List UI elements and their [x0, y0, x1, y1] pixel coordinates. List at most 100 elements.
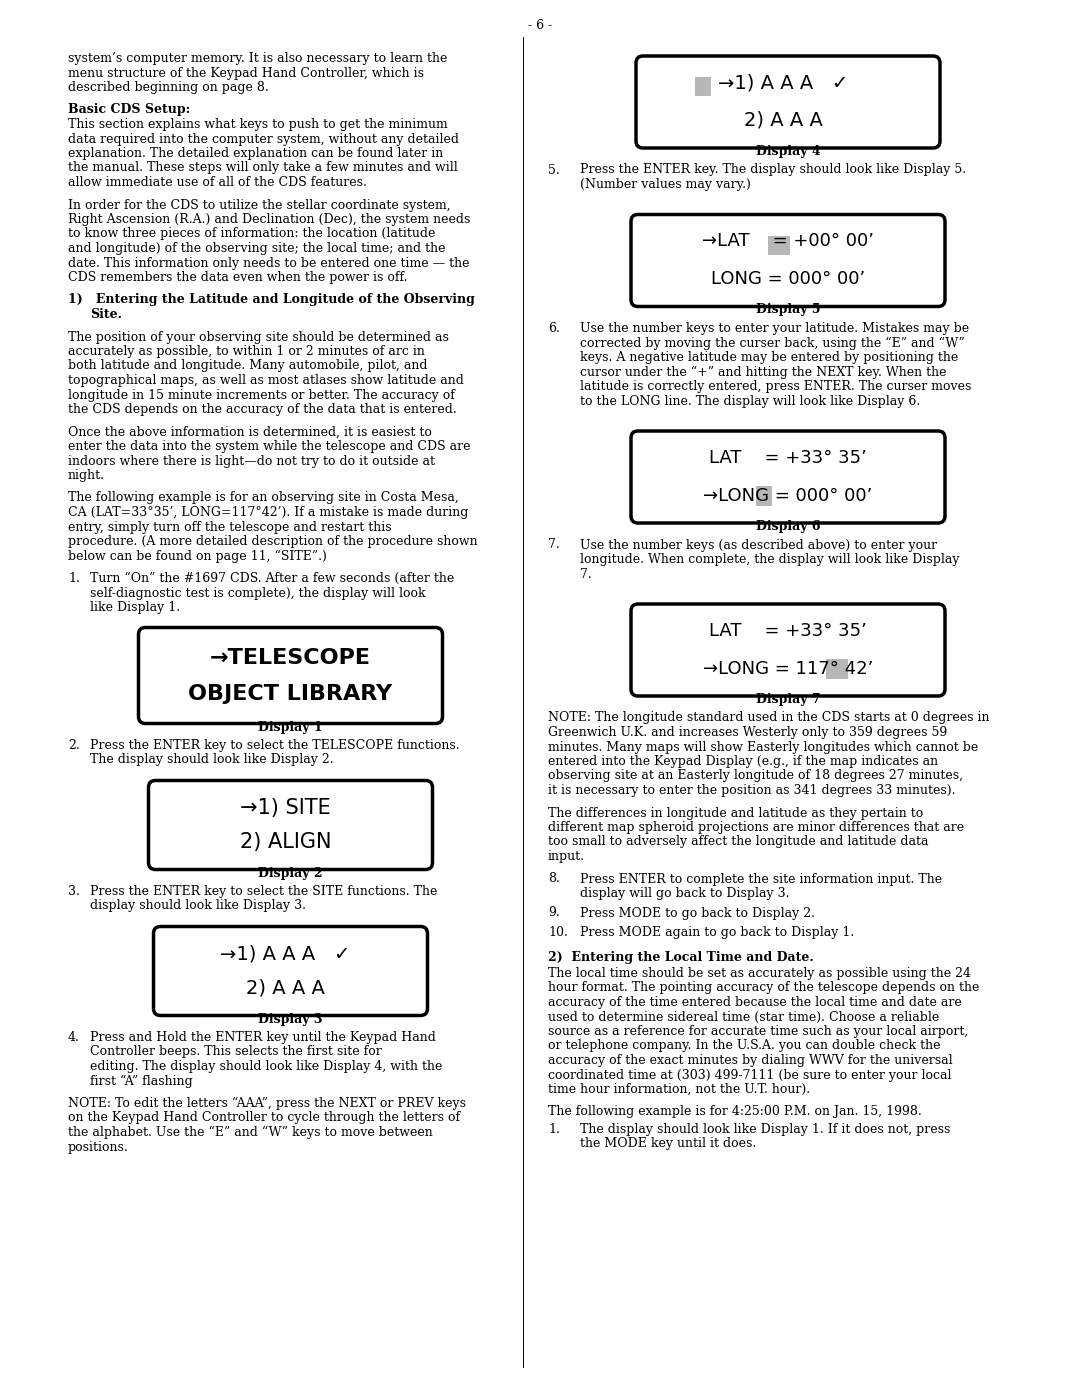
Text: Basic CDS Setup:: Basic CDS Setup:	[68, 103, 190, 116]
Text: Press the ENTER key. The display should look like Display 5.: Press the ENTER key. The display should …	[580, 163, 967, 176]
Text: it is necessary to enter the position as 341 degrees 33 minutes).: it is necessary to enter the position as…	[548, 784, 956, 798]
Text: positions.: positions.	[68, 1140, 129, 1154]
Text: explanation. The detailed explanation can be found later in: explanation. The detailed explanation ca…	[68, 147, 443, 161]
Text: the MODE key until it does.: the MODE key until it does.	[580, 1137, 756, 1151]
Text: or telephone company. In the U.S.A. you can double check the: or telephone company. In the U.S.A. you …	[548, 1039, 941, 1052]
Text: entry, simply turn off the telescope and restart this: entry, simply turn off the telescope and…	[68, 521, 392, 534]
Text: Press the ENTER key to select the TELESCOPE functions.: Press the ENTER key to select the TELESC…	[90, 739, 460, 752]
Text: Press MODE to go back to Display 2.: Press MODE to go back to Display 2.	[580, 907, 815, 919]
Text: 7.: 7.	[548, 538, 559, 552]
Text: Display 1: Display 1	[258, 721, 323, 733]
Text: Turn “On” the #1697 CDS. After a few seconds (after the: Turn “On” the #1697 CDS. After a few sec…	[90, 571, 455, 585]
Text: 5.: 5.	[548, 163, 559, 176]
Text: →1) SITE: →1) SITE	[240, 798, 330, 819]
Text: 2)  Entering the Local Time and Date.: 2) Entering the Local Time and Date.	[548, 950, 813, 964]
Text: the CDS depends on the accuracy of the data that is entered.: the CDS depends on the accuracy of the d…	[68, 402, 457, 416]
Text: hour format. The pointing accuracy of the telescope depends on the: hour format. The pointing accuracy of th…	[548, 982, 980, 995]
Text: 4.: 4.	[68, 1031, 80, 1044]
Text: In order for the CDS to utilize the stellar coordinate system,: In order for the CDS to utilize the stel…	[68, 198, 450, 211]
FancyBboxPatch shape	[138, 627, 443, 724]
Text: longitude in 15 minute increments or better. The accuracy of: longitude in 15 minute increments or bet…	[68, 388, 455, 401]
Text: below can be found on page 11, “SITE”.): below can be found on page 11, “SITE”.)	[68, 549, 327, 563]
Text: first “A” flashing: first “A” flashing	[90, 1074, 192, 1088]
Text: and longitude) of the observing site; the local time; and the: and longitude) of the observing site; th…	[68, 242, 446, 256]
Text: Press ENTER to complete the site information input. The: Press ENTER to complete the site informa…	[580, 873, 942, 886]
Text: like Display 1.: like Display 1.	[90, 601, 180, 615]
Text: 1.: 1.	[68, 571, 80, 585]
Text: NOTE: The longitude standard used in the CDS starts at 0 degrees in: NOTE: The longitude standard used in the…	[548, 711, 989, 725]
Text: Press and Hold the ENTER key until the Keypad Hand: Press and Hold the ENTER key until the K…	[90, 1031, 436, 1044]
Text: editing. The display should look like Display 4, with the: editing. The display should look like Di…	[90, 1060, 443, 1073]
Text: Display 6: Display 6	[756, 520, 820, 534]
Text: 1)   Entering the Latitude and Longitude of the Observing: 1) Entering the Latitude and Longitude o…	[68, 293, 475, 306]
Text: →LONG = 117° 42’: →LONG = 117° 42’	[703, 659, 874, 678]
Text: minutes. Many maps will show Easterly longitudes which cannot be: minutes. Many maps will show Easterly lo…	[548, 740, 978, 753]
Text: LONG = 000° 00’: LONG = 000° 00’	[711, 271, 865, 289]
Text: accuracy of the exact minutes by dialing WWV for the universal: accuracy of the exact minutes by dialing…	[548, 1053, 953, 1067]
Text: the manual. These steps will only take a few minutes and will: the manual. These steps will only take a…	[68, 162, 458, 175]
Text: LAT    = +33° 35’: LAT = +33° 35’	[710, 448, 867, 467]
Text: keys. A negative latitude may be entered by positioning the: keys. A negative latitude may be entered…	[580, 351, 958, 365]
Text: Controller beeps. This selects the first site for: Controller beeps. This selects the first…	[90, 1045, 381, 1059]
Text: to the LONG line. The display will look like Display 6.: to the LONG line. The display will look …	[580, 394, 920, 408]
Text: input.: input.	[548, 849, 585, 863]
Text: latitude is correctly entered, press ENTER. The curser moves: latitude is correctly entered, press ENT…	[580, 380, 971, 393]
Text: →1) A A A   ✓: →1) A A A ✓	[718, 74, 848, 92]
Text: Display 7: Display 7	[756, 693, 821, 705]
Text: →1) A A A   ✓: →1) A A A ✓	[220, 944, 351, 964]
Text: This section explains what keys to push to get the minimum: This section explains what keys to push …	[68, 117, 448, 131]
Text: CDS remembers the data even when the power is off.: CDS remembers the data even when the pow…	[68, 271, 407, 284]
Text: The position of your observing site should be determined as: The position of your observing site shou…	[68, 331, 449, 344]
Text: accurately as possible, to within 1 or 2 minutes of arc in: accurately as possible, to within 1 or 2…	[68, 345, 424, 358]
Text: system’s computer memory. It is also necessary to learn the: system’s computer memory. It is also nec…	[68, 52, 447, 66]
Text: 6.: 6.	[548, 321, 559, 335]
Text: Use the number keys to enter your latitude. Mistakes may be: Use the number keys to enter your latitu…	[580, 321, 969, 335]
Text: entered into the Keypad Display (e.g., if the map indicates an: entered into the Keypad Display (e.g., i…	[548, 754, 939, 768]
Text: 3.: 3.	[68, 886, 80, 898]
Text: time hour information, not the U.T. hour).: time hour information, not the U.T. hour…	[548, 1083, 810, 1097]
Text: allow immediate use of all of the CDS features.: allow immediate use of all of the CDS fe…	[68, 176, 367, 189]
Text: corrected by moving the curser back, using the “E” and “W”: corrected by moving the curser back, usi…	[580, 337, 964, 349]
Text: to know three pieces of information: the location (latitude: to know three pieces of information: the…	[68, 228, 435, 240]
Text: too small to adversely affect the longitude and latitude data: too small to adversely affect the longit…	[548, 835, 929, 848]
Text: described beginning on page 8.: described beginning on page 8.	[68, 81, 269, 94]
Text: Display 5: Display 5	[756, 303, 820, 317]
Text: date. This information only needs to be entered one time — the: date. This information only needs to be …	[68, 257, 470, 270]
Text: enter the data into the system while the telescope and CDS are: enter the data into the system while the…	[68, 440, 471, 453]
Text: procedure. (A more detailed description of the procedure shown: procedure. (A more detailed description …	[68, 535, 477, 548]
FancyBboxPatch shape	[149, 781, 432, 869]
Text: →TELESCOPE: →TELESCOPE	[210, 647, 372, 668]
Text: on the Keypad Hand Controller to cycle through the letters of: on the Keypad Hand Controller to cycle t…	[68, 1112, 460, 1125]
Text: LAT    = +33° 35’: LAT = +33° 35’	[710, 622, 867, 640]
Text: The following example is for an observing site in Costa Mesa,: The following example is for an observin…	[68, 492, 459, 504]
Text: Once the above information is determined, it is easiest to: Once the above information is determined…	[68, 426, 432, 439]
Text: →LAT    = +00° 00’: →LAT = +00° 00’	[702, 232, 874, 250]
Text: (Number values may vary.): (Number values may vary.)	[580, 177, 751, 191]
Text: NOTE: To edit the letters “AAA”, press the NEXT or PREV keys: NOTE: To edit the letters “AAA”, press t…	[68, 1097, 465, 1111]
Text: OBJECT LIBRARY: OBJECT LIBRARY	[188, 683, 392, 704]
Text: source as a reference for accurate time such as your local airport,: source as a reference for accurate time …	[548, 1025, 969, 1038]
Text: 8.: 8.	[548, 873, 559, 886]
Text: accuracy of the time entered because the local time and date are: accuracy of the time entered because the…	[548, 996, 962, 1009]
Text: night.: night.	[68, 469, 105, 482]
Text: 1.: 1.	[548, 1123, 559, 1136]
Text: topographical maps, as well as most atlases show latitude and: topographical maps, as well as most atla…	[68, 374, 464, 387]
FancyBboxPatch shape	[631, 604, 945, 696]
Text: Press MODE again to go back to Display 1.: Press MODE again to go back to Display 1…	[580, 926, 854, 939]
Text: 10.: 10.	[548, 926, 568, 939]
Text: 7.: 7.	[580, 567, 592, 581]
Text: both latitude and longitude. Many automobile, pilot, and: both latitude and longitude. Many automo…	[68, 359, 428, 373]
Text: 2) ALIGN: 2) ALIGN	[240, 833, 332, 852]
Text: Right Ascension (R.A.) and Declination (Dec), the system needs: Right Ascension (R.A.) and Declination (…	[68, 212, 471, 226]
Text: indoors where there is light—do not try to do it outside at: indoors where there is light—do not try …	[68, 454, 435, 468]
Text: different map spheroid projections are minor differences that are: different map spheroid projections are m…	[548, 821, 964, 834]
Text: 2.: 2.	[68, 739, 80, 752]
Text: Site.: Site.	[90, 307, 122, 321]
FancyBboxPatch shape	[636, 56, 940, 148]
FancyBboxPatch shape	[153, 926, 428, 1016]
Text: 2) A A A: 2) A A A	[743, 110, 823, 130]
Text: longitude. When complete, the display will look like Display: longitude. When complete, the display wi…	[580, 553, 959, 566]
Text: Display 2: Display 2	[258, 866, 323, 880]
Text: observing site at an Easterly longitude of 18 degrees 27 minutes,: observing site at an Easterly longitude …	[548, 770, 963, 782]
Text: display will go back to Display 3.: display will go back to Display 3.	[580, 887, 789, 900]
